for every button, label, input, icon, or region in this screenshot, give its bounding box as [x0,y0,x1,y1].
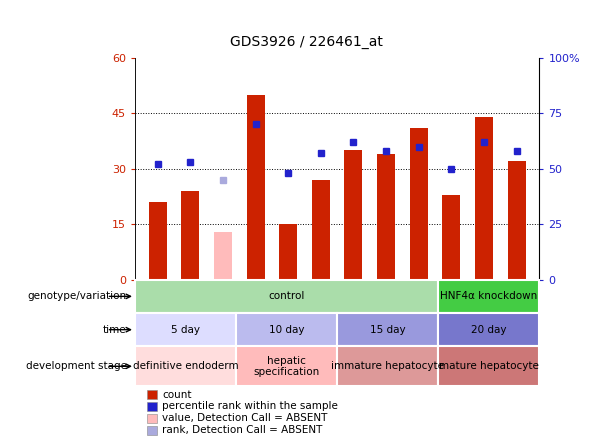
Bar [135,346,236,386]
Bar [149,202,167,280]
Bar [312,180,330,280]
Bar [508,161,525,280]
Text: value, Detection Call = ABSENT: value, Detection Call = ABSENT [162,413,328,423]
Text: percentile rank within the sample: percentile rank within the sample [162,401,338,412]
Bar [214,232,232,280]
Bar [438,280,539,313]
Text: 5 day: 5 day [171,325,200,335]
Text: count: count [162,389,192,400]
Text: development stage: development stage [26,361,127,371]
Bar [475,117,493,280]
Text: 15 day: 15 day [370,325,406,335]
Bar [438,346,539,386]
Bar [135,313,236,346]
Bar [377,154,395,280]
Bar [438,313,539,346]
Text: 20 day: 20 day [471,325,506,335]
Bar [246,95,265,280]
Text: control: control [268,291,305,301]
Text: genotype/variation: genotype/variation [28,291,127,301]
Bar [337,313,438,346]
Bar [345,150,362,280]
Text: 10 day: 10 day [269,325,304,335]
Text: hepatic
specification: hepatic specification [253,356,320,377]
Bar [337,346,438,386]
Bar [236,313,337,346]
Bar [135,280,438,313]
Bar [409,128,428,280]
Bar [280,224,297,280]
Text: GDS3926 / 226461_at: GDS3926 / 226461_at [230,35,383,49]
Text: rank, Detection Call = ABSENT: rank, Detection Call = ABSENT [162,425,323,435]
Bar [236,346,337,386]
Text: immature hepatocyte: immature hepatocyte [331,361,444,371]
Text: definitive endoderm: definitive endoderm [132,361,238,371]
Bar [443,194,460,280]
Text: HNF4α knockdown: HNF4α knockdown [440,291,538,301]
Bar [181,191,199,280]
Text: time: time [103,325,127,335]
Text: mature hepatocyte: mature hepatocyte [439,361,539,371]
